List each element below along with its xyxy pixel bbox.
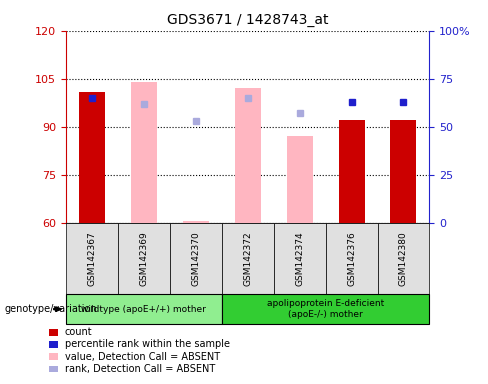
Bar <box>286 136 313 223</box>
Text: GSM142369: GSM142369 <box>139 231 148 286</box>
Title: GDS3671 / 1428743_at: GDS3671 / 1428743_at <box>167 13 328 27</box>
Text: wildtype (apoE+/+) mother: wildtype (apoE+/+) mother <box>81 305 206 314</box>
Text: GSM142370: GSM142370 <box>191 231 200 286</box>
Bar <box>183 221 209 223</box>
Bar <box>235 91 261 223</box>
Text: GSM142376: GSM142376 <box>347 231 356 286</box>
Text: percentile rank within the sample: percentile rank within the sample <box>65 339 230 349</box>
Text: genotype/variation: genotype/variation <box>5 304 98 314</box>
Text: GSM142374: GSM142374 <box>295 231 304 286</box>
Text: apolipoprotein E-deficient
(apoE-/-) mother: apolipoprotein E-deficient (apoE-/-) mot… <box>267 300 384 319</box>
Text: rank, Detection Call = ABSENT: rank, Detection Call = ABSENT <box>65 364 215 374</box>
Bar <box>79 91 105 223</box>
Text: count: count <box>65 327 93 337</box>
Text: GSM142367: GSM142367 <box>87 231 96 286</box>
Bar <box>339 120 365 223</box>
Bar <box>131 82 157 223</box>
Text: GSM142380: GSM142380 <box>399 231 408 286</box>
Bar <box>390 120 416 223</box>
Bar <box>235 88 261 223</box>
Text: value, Detection Call = ABSENT: value, Detection Call = ABSENT <box>65 352 220 362</box>
Text: GSM142372: GSM142372 <box>243 231 252 286</box>
